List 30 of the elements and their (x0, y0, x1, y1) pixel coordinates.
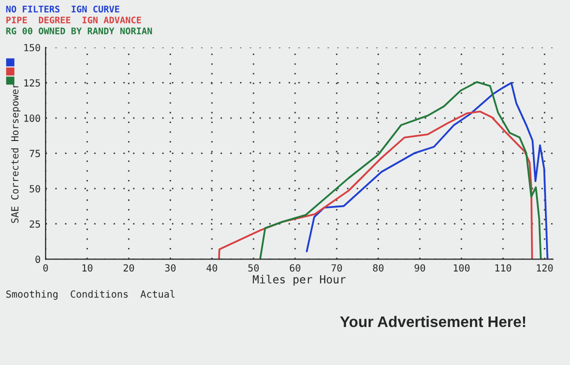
x-tick-label: 50 (248, 264, 259, 272)
text: NO FILTERS IGN CURVE (6, 6, 120, 12)
text: Smoothing Conditions Actual (6, 290, 174, 300)
x-tick-label: 0 (43, 264, 48, 272)
x-axis-title: Miles per Hour (252, 274, 346, 286)
y-tick-label: 100 (24, 114, 40, 122)
x-tick-label: 90 (414, 264, 426, 272)
y-tick-label: 25 (30, 220, 40, 228)
x-tick-label: 40 (206, 264, 218, 272)
line-series (306, 82, 548, 260)
text: PIPE DEGREE IGN ADVANCE (6, 16, 141, 24)
x-tick-label: 20 (124, 264, 134, 272)
x-tick-label: 100 (454, 264, 470, 272)
y-tick-label: 125 (24, 79, 40, 87)
y-tick-label: 150 (24, 44, 40, 52)
y-tick-label: 0 (36, 256, 40, 264)
x-tick-label: 60 (290, 264, 300, 272)
line-series (259, 81, 542, 260)
y-axis-title: SAE Corrected Horsepower (10, 83, 20, 223)
x-tick-label: 80 (373, 264, 384, 272)
text: Your Advertisement Here! (340, 316, 526, 328)
x-tick-label: 10 (82, 264, 92, 272)
x-tick-label: 70 (331, 264, 342, 272)
x-tick-label: 120 (536, 264, 553, 272)
x-tick-label: 110 (495, 264, 512, 272)
text: RG 00 OWNED BY RANDY NORIAN (6, 28, 152, 34)
y-tick-label: 75 (30, 150, 40, 158)
y-tick-label: 50 (30, 185, 40, 192)
x-tick-label: 30 (165, 264, 176, 272)
line-series (218, 110, 534, 260)
